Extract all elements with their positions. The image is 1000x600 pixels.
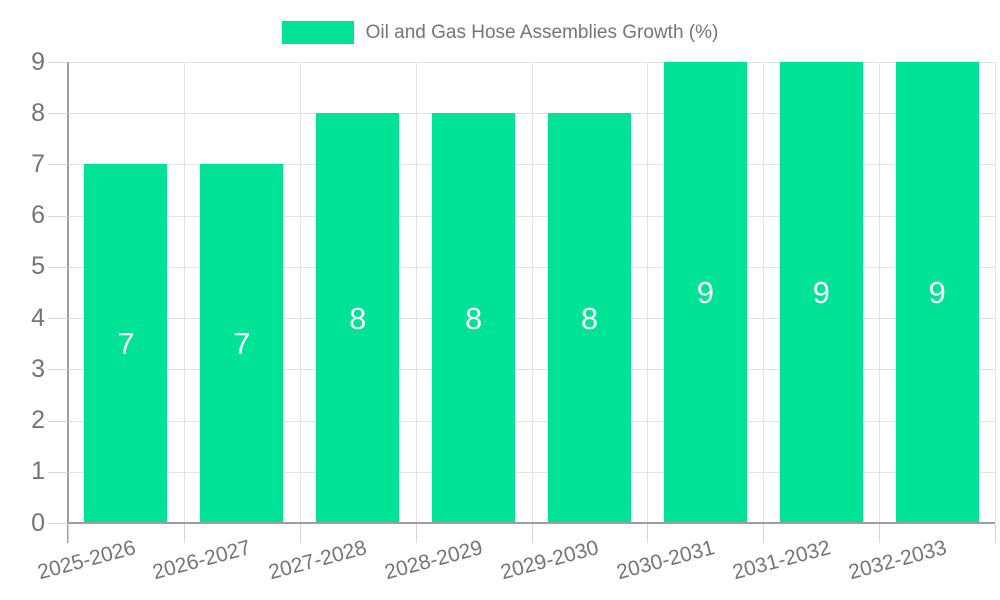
y-axis-tick: [48, 369, 68, 371]
x-axis-tick: [183, 524, 185, 543]
gridline-vertical: [995, 62, 996, 523]
bar[interactable]: 7: [84, 164, 168, 523]
x-axis-tick: [879, 524, 881, 543]
gridline-vertical: [183, 62, 185, 523]
y-axis-tick: [48, 471, 68, 473]
x-axis-tick: [995, 524, 996, 543]
bar-value-label: 8: [349, 300, 367, 336]
y-axis-tick: [48, 523, 68, 524]
y-axis-tick: [48, 266, 68, 268]
bar-value-label: 9: [696, 275, 714, 310]
x-axis-tick: [415, 524, 417, 543]
bar[interactable]: 9: [663, 62, 747, 523]
y-axis-tick-label: 3: [31, 354, 45, 383]
legend[interactable]: Oil and Gas Hose Assemblies Growth (%): [0, 21, 1000, 44]
x-axis-tick: [68, 524, 69, 543]
y-axis-tick: [48, 113, 68, 115]
bar-value-label: 8: [464, 300, 483, 336]
x-axis-category-label: 2028-2029: [382, 536, 486, 585]
y-axis-tick-label: 6: [31, 201, 45, 230]
y-axis-tick-label: 5: [31, 252, 45, 281]
y-axis-tick: [48, 420, 68, 422]
x-axis-tick: [531, 524, 533, 543]
x-axis-tick: [299, 524, 301, 543]
bar-value-label: 7: [117, 326, 135, 362]
x-axis-category-label: 2025-2026: [34, 536, 138, 585]
y-axis-tick-label: 8: [31, 98, 45, 127]
y-axis-tick-label: 4: [31, 303, 45, 332]
gridline-vertical: [879, 62, 881, 523]
bar-value-label: 9: [812, 275, 830, 310]
x-axis-category-label: 2027-2028: [266, 536, 370, 585]
x-axis-category-label: 2029-2030: [498, 536, 602, 585]
bar[interactable]: 9: [895, 62, 979, 523]
x-axis-category-label: 2031-2032: [729, 536, 833, 585]
gridline-vertical: [299, 62, 301, 523]
y-axis-tick: [48, 62, 68, 63]
bar[interactable]: 8: [316, 113, 400, 523]
gridline-vertical: [763, 62, 765, 523]
bar-value-label: 8: [580, 300, 599, 336]
y-axis-tick: [48, 215, 68, 217]
y-axis-tick: [48, 318, 68, 320]
gridline-vertical: [415, 62, 417, 523]
y-axis-tick-label: 9: [31, 47, 45, 76]
x-axis-line: [68, 522, 995, 524]
x-axis-category-label: 2026-2027: [150, 536, 254, 585]
x-axis-tick: [647, 524, 649, 543]
y-axis-tick-label: 7: [31, 149, 45, 178]
bar[interactable]: 8: [547, 113, 631, 523]
bar[interactable]: 9: [779, 62, 863, 523]
y-axis-tick-label: 2: [31, 406, 45, 435]
y-axis-tick-label: 0: [31, 508, 45, 537]
gridline-vertical: [647, 62, 649, 523]
y-axis-line: [67, 62, 69, 543]
bar[interactable]: 7: [200, 164, 284, 523]
gridline-vertical: [531, 62, 533, 523]
plot-area: 7 7 8 8 8 9 9 9: [68, 62, 996, 523]
legend-label: Oil and Gas Hose Assemblies Growth (%): [365, 21, 719, 43]
x-axis-category-label: 2032-2033: [845, 536, 949, 585]
x-axis-category-label: 2030-2031: [614, 536, 718, 585]
bar-value-label: 9: [928, 275, 946, 310]
bar[interactable]: 8: [432, 113, 516, 523]
bar-value-label: 7: [233, 326, 251, 362]
legend-swatch: [281, 21, 354, 44]
x-axis-tick: [763, 524, 765, 543]
y-axis-tick: [48, 164, 68, 166]
y-axis-tick-label: 1: [31, 457, 45, 486]
